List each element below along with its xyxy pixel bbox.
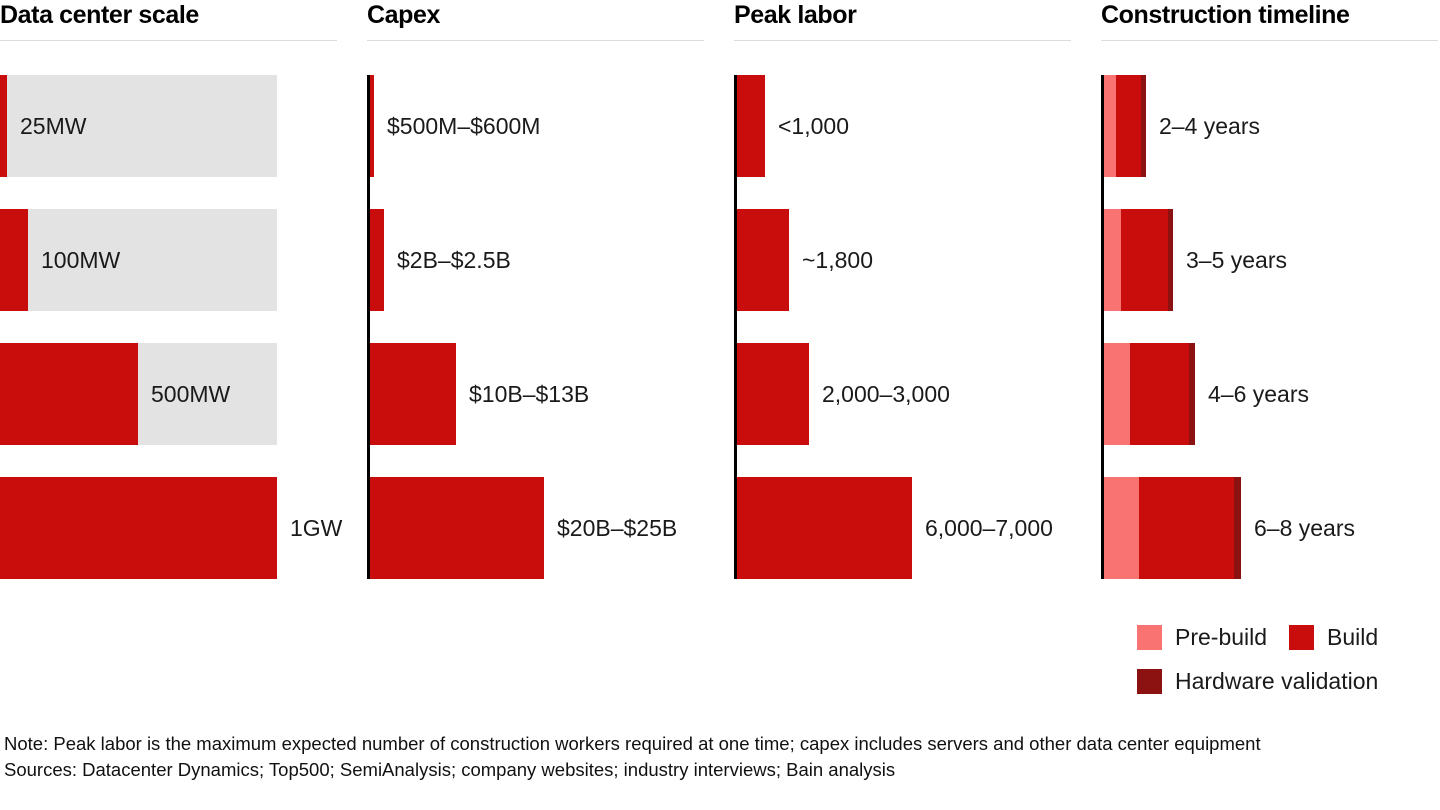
bar-fill: [0, 209, 28, 311]
panel-title: Construction timeline: [1101, 1, 1350, 29]
legend-item-hardware-validation: Hardware validation: [1137, 668, 1378, 695]
value-label: 500MW: [151, 380, 231, 407]
title-underline: [1101, 40, 1438, 41]
legend-swatch-pre-build: [1137, 625, 1162, 650]
panel-rows: <1,000 ~1,800 2,000–3,000 6,000–7,000: [734, 75, 1053, 611]
bar-row: 25MW: [0, 75, 342, 177]
bar-row: <1,000: [734, 75, 1053, 177]
panel-rows: 2–4 years 3–5 years 4–6 years 6–8 years: [1101, 75, 1355, 611]
bar-fill: [737, 75, 765, 177]
bar-row: 100MW: [0, 209, 342, 311]
segment-pre-build: [1104, 477, 1139, 579]
note-text: Note: Peak labor is the maximum expected…: [4, 733, 1261, 754]
bar-fill: [737, 209, 789, 311]
panel-rows: 25MW 100MW 500MW 1GW: [0, 75, 342, 611]
panel-rows: $500M–$600M $2B–$2.5B $10B–$13B $20B–$25…: [367, 75, 677, 611]
legend-row: Hardware validation: [1137, 668, 1400, 695]
panel-title: Peak labor: [734, 1, 857, 29]
panel-title: Data center scale: [0, 1, 199, 29]
title-underline: [0, 40, 337, 41]
bar-row: $20B–$25B: [367, 477, 677, 579]
value-label: $500M–$600M: [387, 112, 541, 139]
value-label: 100MW: [41, 246, 121, 273]
bar-row: 6,000–7,000: [734, 477, 1053, 579]
bar-fill: [0, 343, 138, 445]
axis-line: [1101, 75, 1104, 579]
bar-row: ~1,800: [734, 209, 1053, 311]
panel-capex: Capex $500M–$600M $2B–$2.5B $10B–$13B $2…: [367, 0, 722, 579]
footnote: Note: Peak labor is the maximum expected…: [4, 731, 1304, 782]
panel-construction-timeline: Construction timeline 2–4 years 3–5 year…: [1101, 0, 1440, 579]
panel-data-center-scale: Data center scale 25MW 100MW 500MW 1G: [0, 0, 355, 579]
segment-pre-build: [1104, 209, 1121, 311]
legend-swatch-build: [1289, 625, 1315, 650]
value-label: 3–5 years: [1186, 246, 1288, 273]
legend: Pre-build Build Hardware validation: [1137, 624, 1400, 712]
stacked-bar-row: 4–6 years: [1101, 343, 1355, 445]
legend-item-pre-build: Pre-build: [1137, 624, 1267, 651]
sources-text: Sources: Datacenter Dynamics; Top500; Se…: [4, 758, 896, 780]
segment-build: [1130, 343, 1189, 445]
panel-peak-labor: Peak labor <1,000 ~1,800 2,000–3,000 6,0…: [734, 0, 1089, 579]
bar-row: $10B–$13B: [367, 343, 677, 445]
value-label: <1,000: [778, 112, 849, 139]
stacked-bar-row: 2–4 years: [1101, 75, 1355, 177]
value-label: 2,000–3,000: [822, 380, 950, 407]
value-label: ~1,800: [802, 246, 873, 273]
value-label: 2–4 years: [1159, 112, 1261, 139]
segment-hardware-validation: [1141, 75, 1146, 177]
title-underline: [734, 40, 1071, 41]
bar-fill: [370, 75, 374, 177]
stacked-bar-row: 6–8 years: [1101, 477, 1355, 579]
value-label: 6,000–7,000: [925, 514, 1053, 541]
bar-row: 1GW: [0, 477, 342, 579]
bar-fill: [737, 343, 809, 445]
legend-label: Hardware validation: [1175, 668, 1379, 694]
bar-fill: [370, 209, 384, 311]
segment-pre-build: [1104, 75, 1116, 177]
legend-item-build: Build: [1289, 624, 1378, 651]
legend-label: Pre-build: [1175, 624, 1268, 650]
segment-hardware-validation: [1189, 343, 1195, 445]
segment-hardware-validation: [1234, 477, 1241, 579]
bar-fill: [370, 343, 456, 445]
stacked-bar-row: 3–5 years: [1101, 209, 1355, 311]
segment-build: [1121, 209, 1168, 311]
bar-track: [0, 209, 277, 311]
axis-line: [734, 75, 737, 579]
legend-row: Pre-build Build: [1137, 624, 1400, 651]
value-label: 4–6 years: [1208, 380, 1310, 407]
axis-line: [367, 75, 370, 579]
segment-build: [1139, 477, 1234, 579]
value-label: $10B–$13B: [469, 380, 590, 407]
segment-build: [1116, 75, 1141, 177]
title-underline: [367, 40, 704, 41]
segment-hardware-validation: [1168, 209, 1173, 311]
value-label: 25MW: [20, 112, 87, 139]
bar-fill: [0, 75, 7, 177]
value-label: $2B–$2.5B: [397, 246, 511, 273]
panel-title: Capex: [367, 1, 441, 29]
bar-row: 500MW: [0, 343, 342, 445]
bar-row: $500M–$600M: [367, 75, 677, 177]
bar-row: 2,000–3,000: [734, 343, 1053, 445]
bar-track: [0, 75, 277, 177]
bar-fill: [0, 477, 277, 579]
segment-pre-build: [1104, 343, 1130, 445]
value-label: $20B–$25B: [557, 514, 678, 541]
bar-fill: [370, 477, 544, 579]
bar-row: $2B–$2.5B: [367, 209, 677, 311]
value-label: 1GW: [290, 514, 343, 541]
value-label: 6–8 years: [1254, 514, 1356, 541]
legend-swatch-hardware-validation: [1137, 669, 1162, 694]
bar-fill: [737, 477, 912, 579]
legend-label: Build: [1327, 624, 1379, 650]
